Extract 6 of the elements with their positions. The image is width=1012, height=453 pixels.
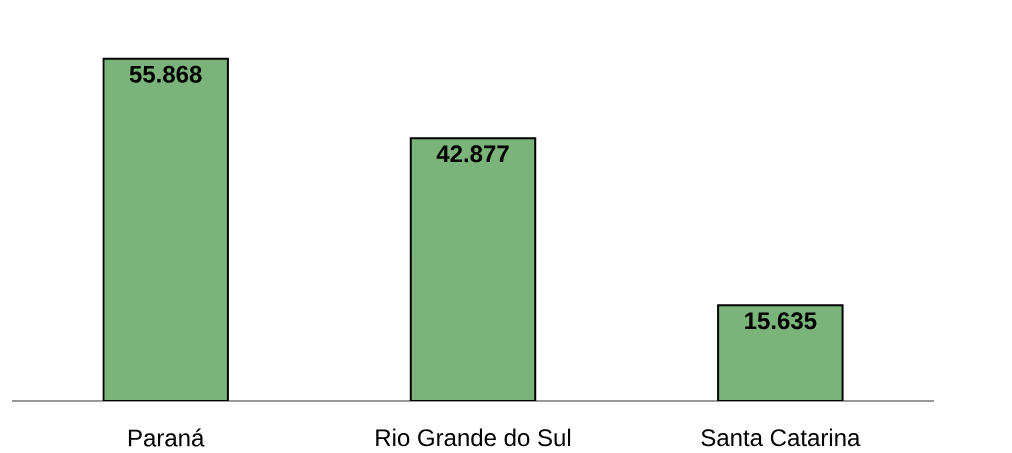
x-tick-label: Paraná (128, 428, 205, 447)
data-label: 42.877 (436, 145, 509, 163)
data-label: 15.635 (745, 312, 817, 330)
data-label: 55.868 (129, 65, 202, 83)
x-tick-label: Rio Grande do Sul (376, 428, 571, 447)
x-tick-label: Santa Catarina (701, 428, 861, 447)
